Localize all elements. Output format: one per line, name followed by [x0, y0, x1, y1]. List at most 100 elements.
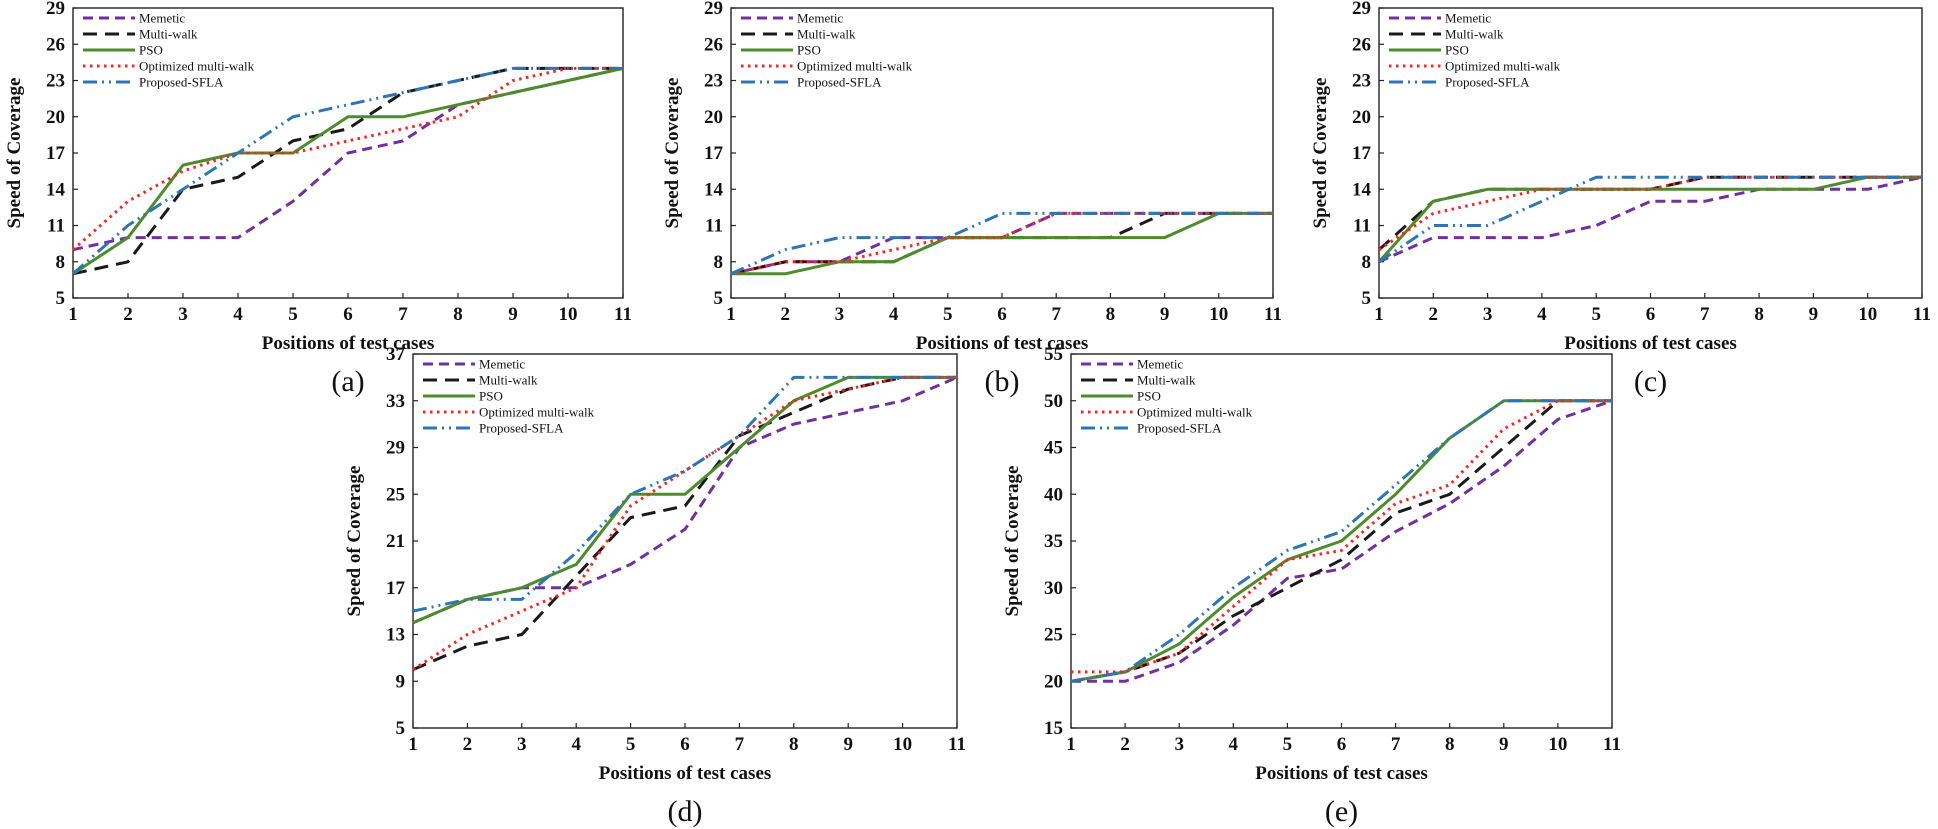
x-tick-label: 6	[1646, 304, 1656, 325]
plot-area	[730, 7, 1274, 299]
y-tick-label: 21	[386, 531, 405, 552]
y-tick-label: 8	[56, 252, 66, 273]
y-tick-label: 55	[1044, 344, 1063, 365]
x-axis-label: Positions of test cases	[1255, 763, 1428, 784]
x-tick-label: 10	[893, 734, 912, 755]
series-line-pso	[72, 66, 624, 276]
series-line-memetic	[1378, 175, 1923, 264]
series-line-multi-walk	[72, 66, 623, 276]
legend-entry: Optimized multi-walk	[479, 405, 595, 420]
y-tick-label: 29	[1352, 0, 1371, 19]
y-tick-label: 5	[396, 718, 406, 739]
y-tick-label: 29	[46, 0, 65, 19]
chart-panel-4: 5 9 13 17 21 25 29 33 37 1 2 3 4 5 6 7 8 9 10 11 Positions o…	[344, 344, 966, 828]
x-tick-label: 7	[1700, 304, 1710, 325]
panel-label: (e)	[1325, 795, 1358, 828]
y-tick-label: 29	[704, 0, 723, 19]
x-tick-label: 1	[1374, 304, 1384, 325]
legend-entry: Proposed-SFLA	[139, 75, 224, 90]
plot-area	[1378, 7, 1923, 299]
y-tick-label: 35	[1044, 531, 1063, 552]
legend-entry: Memetic	[797, 11, 843, 26]
x-tick-label: 6	[680, 734, 690, 755]
x-tick-label: 5	[626, 734, 636, 755]
y-tick-label: 14	[1352, 179, 1372, 200]
x-tick-label: 10	[559, 304, 578, 325]
y-tick-label: 20	[1044, 671, 1063, 692]
legend-entry: PSO	[1445, 43, 1469, 58]
x-tick-label: 2	[123, 304, 133, 325]
legend-entry: Memetic	[1137, 357, 1183, 372]
x-tick-label: 11	[1603, 734, 1621, 755]
series-line-proposed-sfla	[412, 375, 957, 613]
x-tick-label: 3	[1174, 734, 1184, 755]
y-tick-label: 5	[56, 288, 66, 309]
legend-entry: Memetic	[139, 11, 185, 26]
legend-entry: Proposed-SFLA	[1445, 75, 1530, 90]
y-tick-label: 50	[1044, 391, 1063, 412]
y-tick-label: 5	[714, 288, 724, 309]
x-tick-label: 1	[1066, 734, 1076, 755]
x-tick-label: 4	[571, 734, 581, 755]
legend-entry: Multi-walk	[1445, 27, 1504, 42]
x-tick-label: 8	[453, 304, 463, 325]
x-tick-label: 10	[1548, 734, 1567, 755]
y-tick-label: 33	[386, 391, 405, 412]
x-tick-label: 5	[943, 304, 953, 325]
y-axis-label: Speed of Coverage	[662, 78, 683, 229]
y-axis-label: Speed of Coverage	[1310, 78, 1331, 229]
x-tick-label: 3	[835, 304, 845, 325]
x-tick-label: 11	[948, 734, 966, 755]
series-line-proposed-sfla	[730, 211, 1273, 276]
x-tick-label: 9	[1499, 734, 1509, 755]
x-tick-label: 4	[1229, 734, 1239, 755]
y-tick-label: 11	[1353, 216, 1371, 237]
panel-label: (d)	[668, 795, 703, 828]
y-tick-label: 17	[46, 143, 66, 164]
x-tick-label: 3	[1483, 304, 1493, 325]
x-tick-label: 8	[789, 734, 799, 755]
x-axis-label: Positions of test cases	[1564, 333, 1737, 354]
y-tick-label: 5	[1362, 288, 1372, 309]
x-tick-label: 9	[843, 734, 853, 755]
x-tick-label: 10	[1209, 304, 1228, 325]
y-tick-label: 37	[386, 344, 406, 365]
x-tick-label: 7	[1391, 734, 1401, 755]
x-tick-label: 2	[1429, 304, 1439, 325]
series-line-proposed-sfla	[1070, 399, 1612, 683]
x-tick-label: 1	[408, 734, 418, 755]
legend-entry: Optimized multi-walk	[1445, 59, 1561, 74]
series-line-proposed-sfla	[72, 66, 623, 275]
x-tick-label: 2	[1120, 734, 1130, 755]
x-tick-label: 5	[288, 304, 298, 325]
legend-entry: Proposed-SFLA	[797, 75, 882, 90]
x-tick-label: 9	[1809, 304, 1819, 325]
x-tick-label: 11	[1264, 304, 1282, 325]
y-tick-label: 23	[46, 71, 65, 92]
x-tick-label: 4	[233, 304, 243, 325]
y-tick-label: 45	[1044, 438, 1063, 459]
series-line-optimized-multi-walk	[1071, 399, 1612, 674]
y-tick-label: 13	[386, 625, 405, 646]
x-tick-label: 3	[178, 304, 188, 325]
y-tick-label: 23	[704, 71, 723, 92]
legend-entry: Proposed-SFLA	[1137, 421, 1222, 436]
y-tick-label: 26	[1352, 34, 1371, 55]
y-tick-label: 29	[386, 438, 405, 459]
legend-entry: PSO	[1137, 389, 1161, 404]
y-tick-label: 30	[1044, 578, 1063, 599]
legend-entry: Proposed-SFLA	[479, 421, 564, 436]
y-tick-label: 25	[1044, 625, 1063, 646]
y-tick-label: 20	[46, 107, 65, 128]
legend-entry: Memetic	[1445, 11, 1491, 26]
legend-entry: Optimized multi-walk	[1137, 405, 1253, 420]
x-tick-label: 9	[508, 304, 518, 325]
